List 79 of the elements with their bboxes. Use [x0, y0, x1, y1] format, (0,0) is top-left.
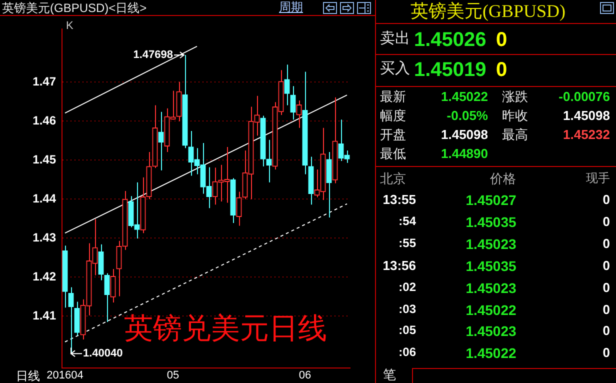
annotation: 1.47698 [133, 49, 173, 62]
text: 1.45027 [464, 192, 518, 209]
text: 0 [496, 58, 508, 82]
y-tick-label: 1.46 [32, 114, 56, 128]
text: 涨跌 [502, 89, 529, 105]
text: 1.45022 [440, 89, 488, 105]
text: 买入 [380, 60, 411, 78]
text: 价格 [489, 171, 517, 187]
text: 1.45022 [464, 345, 518, 362]
text: 最高 [502, 127, 529, 143]
text: 1.45026 [414, 28, 486, 52]
text: :02 [398, 280, 416, 294]
annotation: 1.40040 [83, 348, 123, 360]
text: 1.45035 [464, 214, 518, 231]
candlestick [74, 301, 80, 336]
text: 0 [602, 302, 610, 318]
text: 最低 [380, 146, 407, 162]
candlestick [104, 272, 110, 322]
y-tick-label: 1.42 [32, 269, 56, 284]
text: 0 [602, 258, 610, 274]
candlestick [266, 139, 272, 183]
candlestick [110, 268, 116, 303]
text: 0 [496, 28, 508, 52]
text: 卖出 [380, 30, 411, 48]
text: 1.45232 [562, 127, 610, 143]
text: 1.45023 [464, 280, 518, 296]
candlestick [236, 191, 242, 226]
candlestick [68, 286, 74, 354]
text: 周期 [279, 0, 303, 14]
text: 0 [602, 280, 610, 296]
y-tick-label: 1.45 [32, 152, 56, 167]
x-tick-label: 201604 [46, 370, 84, 382]
annotation: K [66, 20, 74, 34]
y-tick-label: 1.43 [32, 230, 56, 244]
x-tick-label: 06 [298, 370, 312, 382]
y-tick-label: 1.47 [32, 74, 56, 89]
y-tick-label: 1.41 [32, 308, 56, 322]
text: 1.45035 [464, 258, 518, 274]
text: :05 [398, 323, 416, 338]
text: 1.45023 [464, 236, 518, 253]
text: 0 [602, 323, 610, 339]
text: 0 [602, 192, 610, 208]
x-tick-label: 05 [166, 370, 180, 382]
text: 0 [602, 236, 610, 252]
candlestick [290, 86, 296, 120]
text: :55 [398, 236, 416, 250]
text: 幅度 [380, 108, 407, 124]
text: 13:55 [382, 192, 416, 208]
candlestick [296, 100, 302, 128]
text: 北京 [380, 171, 407, 187]
text: 现手 [585, 171, 610, 186]
text: -0.05% [446, 108, 488, 124]
text: 英镑美元(GBPUSD) [409, 0, 566, 22]
text: 昨收 [502, 108, 529, 124]
text: 笔 [383, 367, 397, 383]
text: 最新 [380, 89, 407, 105]
candlestick [98, 244, 104, 281]
candlestick [284, 64, 290, 106]
text: 1.45098 [562, 108, 610, 124]
candlestick [326, 152, 332, 218]
x-axis-title: 日线 [16, 368, 40, 383]
text: 13:56 [382, 258, 416, 274]
annotation: 英镑兑美元日线 [124, 312, 327, 347]
y-tick-label: 1.44 [32, 191, 56, 206]
candlestick [158, 111, 164, 171]
text: :06 [398, 345, 416, 360]
text: 0 [602, 345, 610, 361]
text: 1.45098 [440, 127, 488, 143]
text: :54 [398, 214, 416, 228]
text: 开盘 [380, 127, 407, 143]
text: 1.45023 [464, 323, 518, 340]
text: :03 [398, 302, 416, 316]
text: -0.00076 [558, 89, 610, 105]
chart-title: 英镑美元(GBPUSD)<日线> [2, 0, 147, 17]
candlestick [176, 81, 182, 122]
text: 1.45022 [464, 302, 518, 318]
text: 0 [602, 214, 610, 230]
text: 1.44890 [440, 146, 488, 162]
text: 1.45019 [414, 58, 486, 82]
